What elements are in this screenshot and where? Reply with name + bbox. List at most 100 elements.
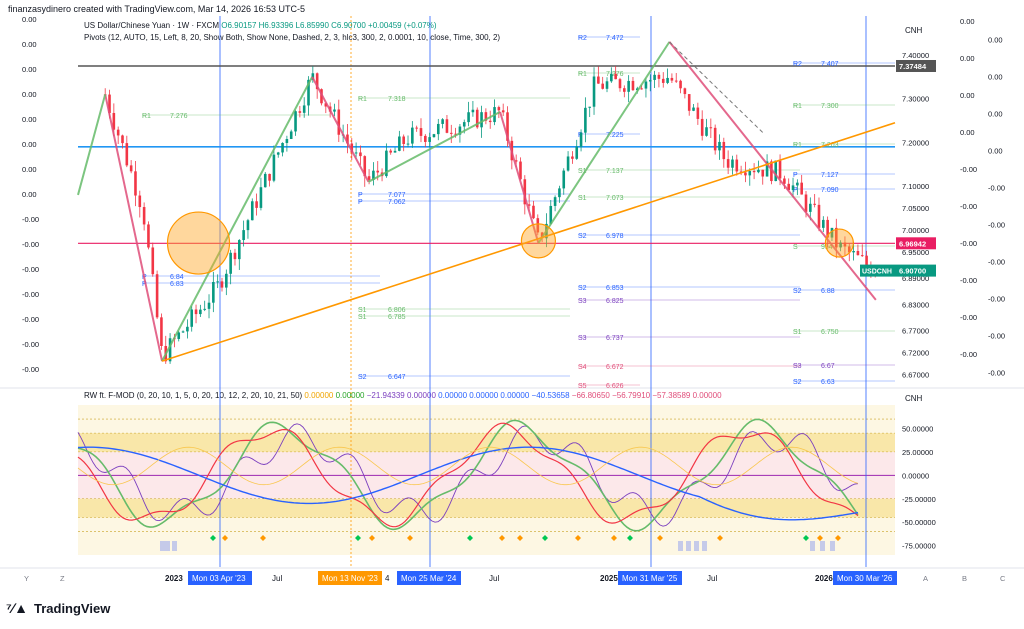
candle-body bbox=[566, 156, 570, 171]
pivot-value: 6.647 bbox=[388, 374, 406, 381]
candle-body bbox=[354, 152, 358, 154]
secondary-axis-tick: -0.00 bbox=[960, 165, 977, 174]
axis-corner-letter: Z bbox=[60, 574, 65, 583]
signal-diamond bbox=[835, 535, 841, 541]
candle-body bbox=[225, 273, 228, 288]
candle-body bbox=[536, 218, 540, 233]
left-axis-tick: -0.00 bbox=[22, 340, 39, 349]
signal-diamond bbox=[369, 535, 375, 541]
candle-body bbox=[588, 106, 592, 108]
candle-body bbox=[233, 252, 237, 260]
signal-bar bbox=[810, 541, 815, 551]
candle-body bbox=[696, 107, 700, 119]
pivot-value: 6.785 bbox=[388, 314, 406, 321]
candle-body bbox=[467, 112, 470, 123]
candle-body bbox=[398, 136, 401, 151]
pivot-value: 7.300 bbox=[821, 103, 839, 110]
date-badge: Mon 25 Mar '24 bbox=[401, 574, 457, 583]
pivot-value: 7.090 bbox=[821, 187, 839, 194]
signal-diamond bbox=[355, 535, 361, 541]
osc-green-line bbox=[77, 418, 859, 532]
zigzag-segment bbox=[367, 110, 501, 183]
pivot-tag: S3 bbox=[578, 298, 587, 305]
candle-body bbox=[709, 127, 713, 129]
tradingview-logo-icon: ⁷∕▲ bbox=[6, 600, 28, 616]
candle-body bbox=[441, 119, 444, 124]
signal-diamond bbox=[717, 535, 723, 541]
pivot-value: 6.806 bbox=[388, 307, 406, 314]
osc-tick: -50.00000 bbox=[902, 518, 936, 527]
candle-body bbox=[514, 160, 518, 162]
candle-body bbox=[610, 73, 613, 82]
candle-body bbox=[631, 80, 635, 91]
pivot-value: 7.062 bbox=[388, 199, 406, 206]
candle-body bbox=[393, 150, 397, 153]
secondary-axis-tick: -0.00 bbox=[960, 350, 977, 359]
price-tick: 6.72000 bbox=[902, 348, 929, 357]
oscillator-value: 0.00000 bbox=[498, 391, 530, 400]
trend-line bbox=[161, 122, 896, 362]
secondary-axis-tick: 0.00 bbox=[960, 128, 975, 137]
candle-body bbox=[406, 143, 410, 145]
date-badge-bg bbox=[318, 571, 382, 585]
candle-body bbox=[160, 317, 163, 346]
candle-body bbox=[177, 332, 181, 339]
pivot-tag: R1 bbox=[793, 103, 802, 110]
candle-body bbox=[484, 112, 488, 121]
candle-body bbox=[363, 156, 367, 177]
zigzag-segment bbox=[104, 94, 164, 362]
price-tick: 7.40000 bbox=[902, 51, 929, 60]
date-badge: Mon 13 Nov '23 bbox=[322, 574, 378, 583]
price-tick: 7.10000 bbox=[902, 182, 929, 191]
secondary-axis-tick: -0.00 bbox=[960, 313, 977, 322]
candle-body bbox=[289, 131, 293, 140]
time-label: Jul bbox=[489, 574, 499, 583]
candle-body bbox=[350, 143, 354, 153]
time-label: 2023 bbox=[165, 574, 183, 583]
candle-body bbox=[787, 183, 791, 191]
candle-body bbox=[501, 110, 505, 113]
pivot-value: 7.203 bbox=[821, 142, 839, 149]
pivot-tag: R1 bbox=[578, 71, 587, 78]
signal-bar bbox=[165, 541, 170, 551]
pivot-value: 7.127 bbox=[821, 172, 839, 179]
osc-purple-line bbox=[77, 423, 859, 527]
pivot-tag: S1 bbox=[358, 307, 367, 314]
pivot-tag: S1 bbox=[358, 314, 367, 321]
pivot-tag: S2 bbox=[358, 374, 367, 381]
secondary-axis-tick: 0.00 bbox=[960, 91, 975, 100]
pivots-legend: Pivots (12, AUTO, 15, Left, 8, 20, Show … bbox=[84, 33, 501, 42]
left-axis-tick: 0.00 bbox=[22, 115, 37, 124]
left-axis-tick: 0.00 bbox=[22, 165, 37, 174]
price-tick: 6.83000 bbox=[902, 300, 929, 309]
candle-body bbox=[765, 161, 769, 177]
candle-body bbox=[372, 170, 375, 180]
candle-body bbox=[203, 308, 206, 310]
pivot-tag: S3 bbox=[578, 335, 587, 342]
pivot-tag: P bbox=[358, 192, 363, 199]
signal-bar bbox=[172, 541, 177, 551]
pivot-value: 7.077 bbox=[388, 192, 406, 199]
osc-zone-band bbox=[78, 498, 895, 518]
time-label-fragment: 4 bbox=[385, 574, 390, 583]
candle-body bbox=[402, 136, 405, 145]
pivot-tag: R1 bbox=[358, 96, 367, 103]
candle-body bbox=[579, 132, 583, 147]
zigzag-segment bbox=[499, 111, 540, 244]
candle-body bbox=[635, 88, 639, 91]
candle-body bbox=[268, 173, 271, 181]
candle-body bbox=[839, 242, 842, 248]
signal-diamond bbox=[467, 535, 473, 541]
candle-body bbox=[415, 127, 418, 129]
candle-body bbox=[618, 79, 622, 89]
candle-body bbox=[592, 76, 596, 107]
signal-diamond bbox=[542, 535, 548, 541]
candle-body bbox=[605, 81, 609, 89]
candle-body bbox=[614, 73, 617, 80]
secondary-axis-tick: -0.00 bbox=[988, 369, 1005, 378]
left-axis-tick: 0.00 bbox=[22, 40, 37, 49]
date-badge-bg bbox=[188, 571, 252, 585]
secondary-axis-tick: -0.00 bbox=[960, 276, 977, 285]
candle-body bbox=[385, 150, 388, 177]
